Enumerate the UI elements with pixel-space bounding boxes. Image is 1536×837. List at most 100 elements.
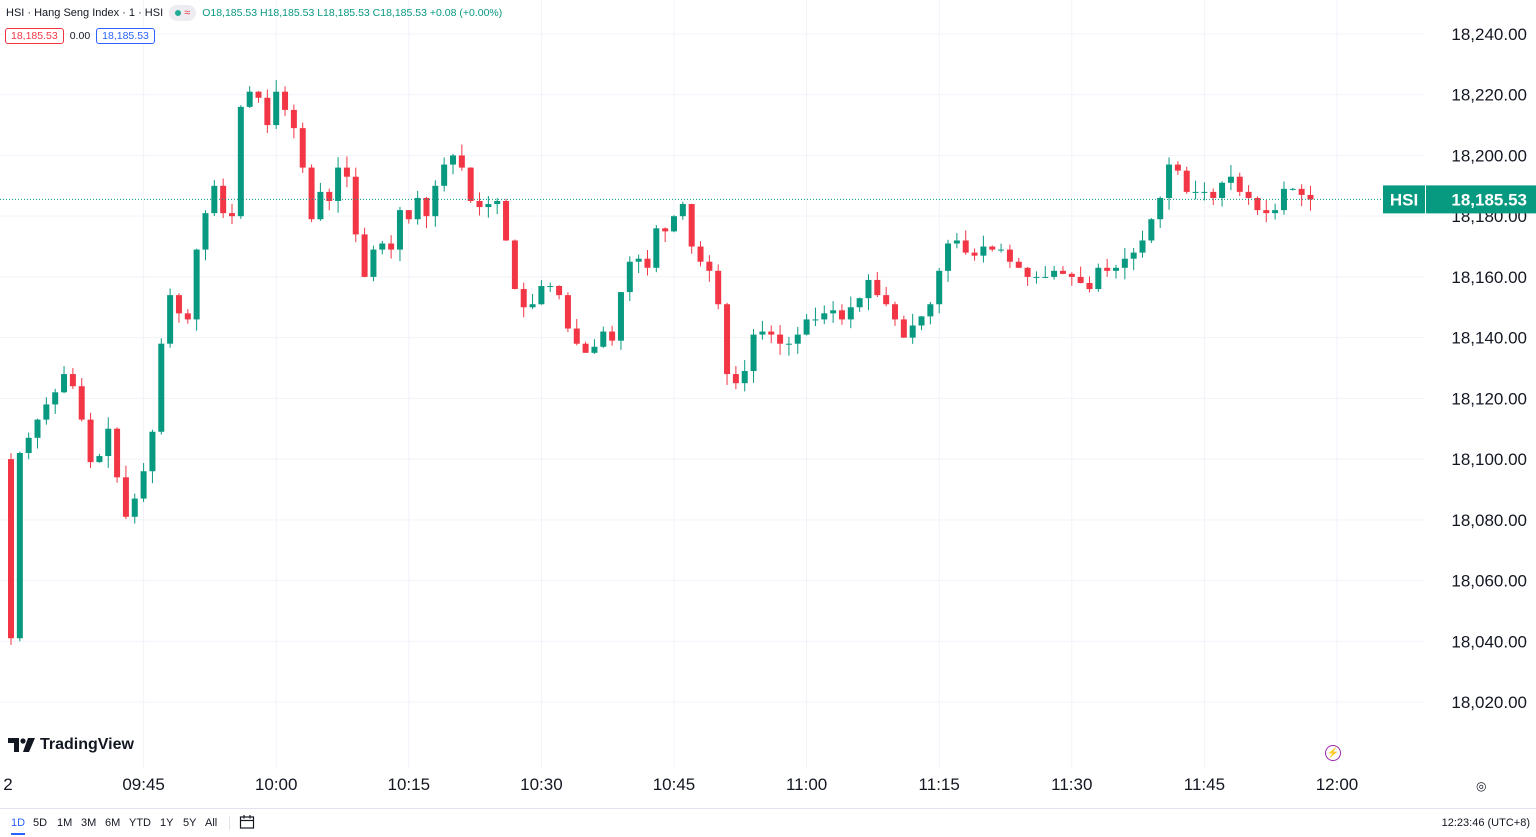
candle-body (688, 204, 695, 247)
price-tick-label: 18,060.00 (1451, 572, 1527, 591)
candle-body (370, 249, 377, 277)
candle-body (494, 201, 501, 205)
price-axis: 18,240.0018,220.0018,200.0018,180.0018,1… (1451, 25, 1527, 712)
timeframe-1d[interactable]: 1D (11, 817, 26, 835)
delayed-data-icon: ≈ (184, 6, 191, 19)
candle-body (803, 319, 810, 335)
sell-price-button[interactable]: 18,185.53 (5, 28, 64, 44)
symbol-title[interactable]: HSI · Hang Seng Index · 1 · HSI (6, 7, 164, 19)
candle (1192, 180, 1199, 200)
candle-body (175, 295, 182, 314)
time-tick-label: 11:00 (786, 775, 827, 794)
candle-body (1059, 270, 1066, 274)
candle (158, 338, 165, 435)
candle (945, 239, 952, 282)
price-tick-label: 18,140.00 (1451, 329, 1527, 348)
time-tick-label: 09:45 (122, 775, 165, 794)
candle-body (202, 213, 209, 250)
candle-body (1227, 176, 1234, 183)
last-price-label: 18,185.53 (1451, 190, 1527, 209)
lightning-icon[interactable]: ⚡ (1325, 745, 1341, 761)
candle (1113, 265, 1119, 279)
candle (856, 297, 863, 312)
candle (450, 153, 456, 175)
timeframe-all[interactable]: All (205, 817, 218, 829)
candle (34, 418, 41, 449)
candle (1139, 230, 1146, 258)
candle-body (547, 286, 554, 288)
candle-body (1289, 188, 1296, 190)
price-tick-label: 18,040.00 (1451, 632, 1527, 651)
candle (87, 412, 94, 469)
timeframe-5y[interactable]: 5Y (183, 817, 197, 829)
candle (980, 235, 987, 263)
candle (1236, 172, 1243, 196)
buy-price-button[interactable]: 18,185.53 (96, 28, 155, 44)
candle (573, 318, 580, 346)
candle (229, 203, 235, 225)
candle (1227, 165, 1234, 191)
candle-body (361, 234, 368, 277)
candle-body (520, 289, 527, 308)
price-tick-label: 18,240.00 (1451, 25, 1527, 44)
ohlc-values: O18,185.53 H18,185.53 L18,185.53 C18,185… (202, 7, 503, 19)
candle-body (450, 155, 456, 165)
candle-body (184, 313, 191, 320)
candle (556, 285, 563, 300)
candle (511, 239, 518, 290)
candle (414, 190, 421, 225)
candle (503, 198, 510, 241)
candle-body (591, 346, 598, 353)
candle (953, 233, 960, 249)
timeframe-5d[interactable]: 5D (33, 817, 48, 829)
candle-body (706, 261, 713, 271)
candle (52, 388, 59, 414)
candle-body (1051, 270, 1058, 277)
candle (405, 210, 412, 224)
candle-body (573, 328, 580, 344)
candle-body (1219, 182, 1226, 198)
candle (883, 286, 890, 307)
candle-body (529, 304, 536, 308)
candle-body (715, 270, 722, 305)
candle (494, 198, 501, 215)
candle-body (768, 331, 775, 335)
candle (370, 245, 377, 282)
tradingview-logo[interactable]: TradingView (8, 736, 134, 754)
candle (1068, 272, 1075, 286)
date-range-icon[interactable] (239, 814, 255, 833)
candle-body (290, 109, 297, 129)
candle (105, 417, 112, 468)
timeframe-ytd[interactable]: YTD (129, 817, 151, 829)
candle-body (794, 334, 801, 344)
time-tick-label: 12:00 (1316, 775, 1359, 794)
settings-icon[interactable]: ◎ (1476, 779, 1487, 793)
divider (229, 816, 230, 830)
candle-body (220, 185, 227, 214)
timeframe-1m[interactable]: 1M (57, 817, 73, 829)
candle (715, 264, 722, 310)
candle-body (741, 371, 748, 384)
candle (644, 249, 651, 276)
candle-body (343, 167, 350, 177)
time-tick-label: 10:00 (255, 775, 298, 794)
candle-body (1298, 188, 1305, 195)
candle-body (16, 453, 23, 639)
candle-body (671, 216, 677, 232)
candle (865, 274, 872, 311)
candle-body (1210, 191, 1217, 198)
timeframe-1y[interactable]: 1Y (160, 817, 174, 829)
candle (697, 241, 704, 267)
candle (617, 291, 624, 350)
candle (794, 326, 801, 354)
candle (343, 156, 350, 188)
candle-body (61, 374, 68, 393)
candle (1157, 196, 1164, 229)
market-status[interactable]: ≈ (169, 5, 197, 21)
candle (900, 315, 907, 338)
timeframe-6m[interactable]: 6M (105, 817, 121, 829)
timeframe-3m[interactable]: 3M (81, 817, 97, 829)
candle-body (335, 167, 342, 201)
clock[interactable]: 12:23:46 (UTC+8) (1441, 817, 1530, 829)
